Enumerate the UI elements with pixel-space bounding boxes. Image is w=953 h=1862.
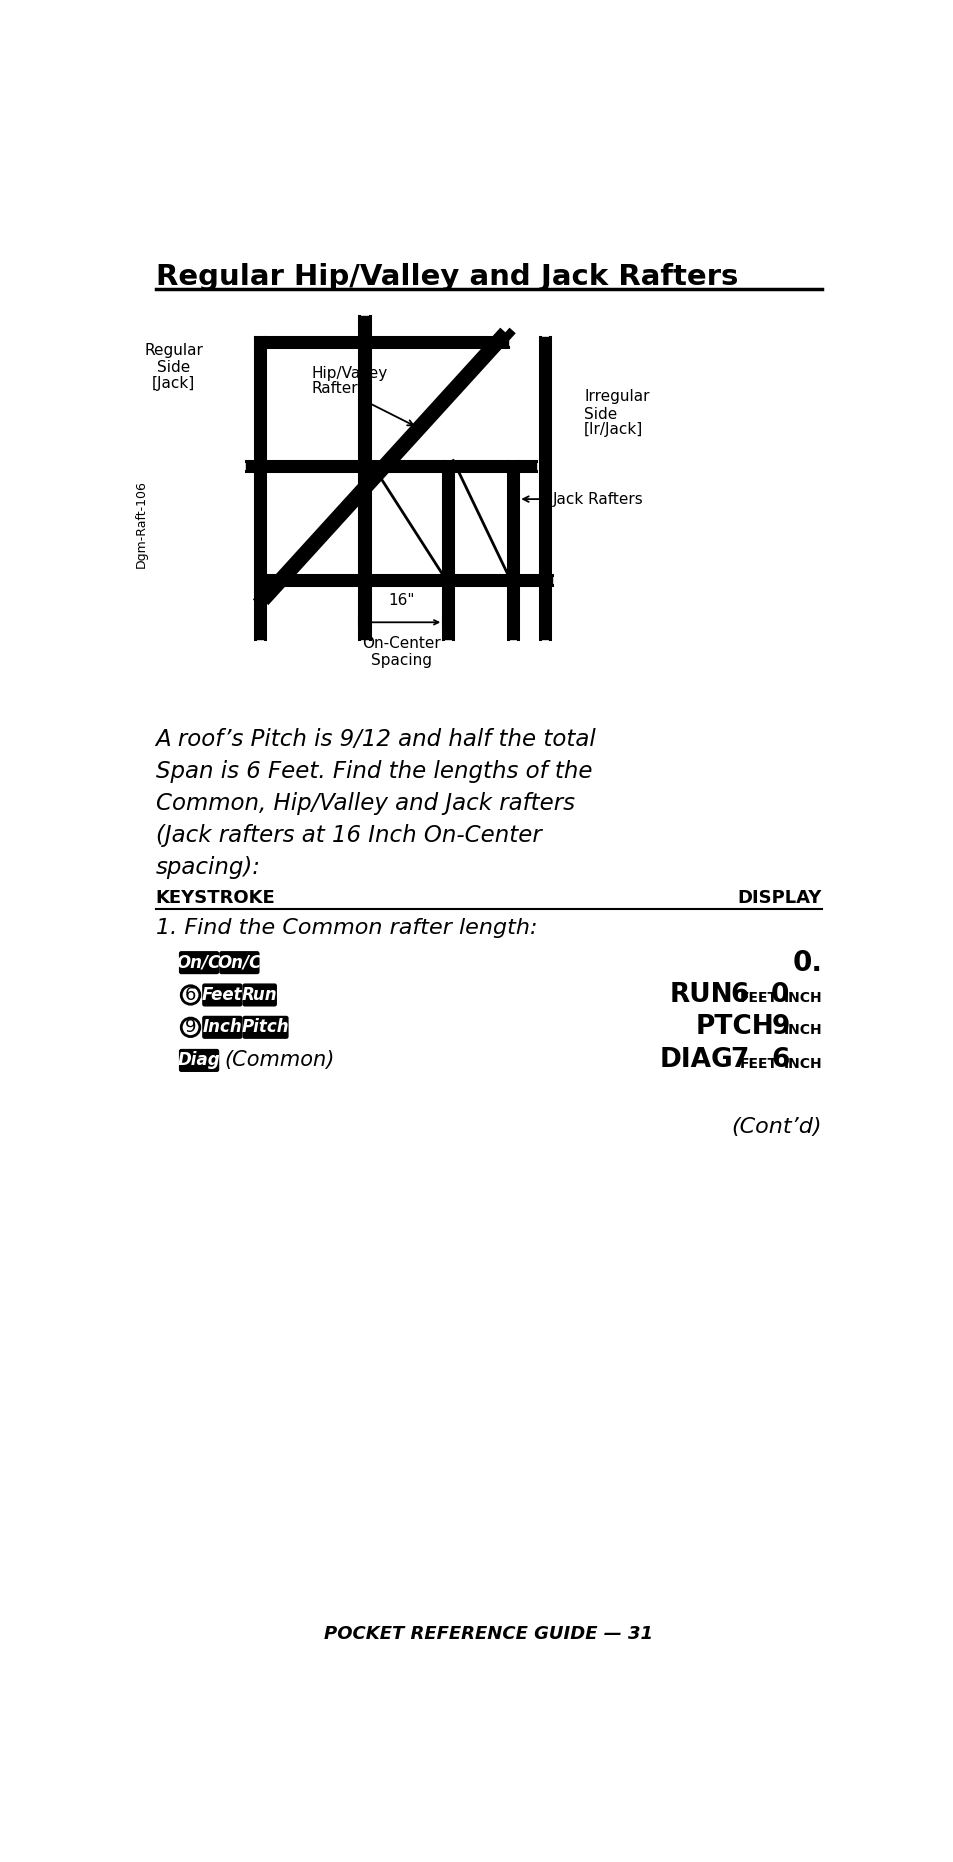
Text: INCH: INCH — [782, 1056, 821, 1071]
Text: 6: 6 — [729, 981, 748, 1007]
Text: On/C: On/C — [176, 953, 221, 972]
Text: POCKET REFERENCE GUIDE — 31: POCKET REFERENCE GUIDE — 31 — [324, 1626, 653, 1642]
Text: FEET: FEET — [740, 991, 778, 1005]
Text: 6: 6 — [185, 987, 196, 1004]
Text: (Cont’d): (Cont’d) — [731, 1117, 821, 1136]
Text: Spacing: Spacing — [371, 654, 432, 668]
Text: On-Center: On-Center — [361, 637, 440, 652]
Text: 0: 0 — [770, 981, 789, 1007]
Text: 6: 6 — [770, 1048, 789, 1073]
Text: On/C: On/C — [217, 953, 261, 972]
Text: Hip/Valley: Hip/Valley — [311, 367, 387, 382]
Text: Pitch: Pitch — [241, 1019, 289, 1037]
Text: Jack Rafters: Jack Rafters — [553, 492, 643, 506]
Text: Run: Run — [242, 987, 277, 1004]
Text: Feet: Feet — [202, 987, 242, 1004]
FancyBboxPatch shape — [202, 983, 242, 1007]
Text: KEYSTROKE: KEYSTROKE — [155, 890, 275, 907]
Text: 9: 9 — [770, 1015, 789, 1041]
Text: A roof’s Pitch is 9/12 and half the total
Span is 6 Feet. Find the lengths of th: A roof’s Pitch is 9/12 and half the tota… — [155, 728, 596, 879]
Text: 7: 7 — [729, 1048, 748, 1073]
Text: RUN: RUN — [669, 981, 732, 1007]
Text: (Common): (Common) — [224, 1050, 335, 1071]
Text: 0.: 0. — [791, 948, 821, 978]
Text: Rafter: Rafter — [311, 382, 357, 397]
Text: INCH: INCH — [782, 991, 821, 1005]
Text: Regular: Regular — [144, 343, 203, 358]
FancyBboxPatch shape — [179, 1048, 219, 1073]
Text: FEET: FEET — [740, 1056, 778, 1071]
Text: [Ir/Jack]: [Ir/Jack] — [583, 423, 643, 438]
FancyBboxPatch shape — [242, 1017, 289, 1039]
FancyBboxPatch shape — [179, 951, 219, 974]
Text: 16": 16" — [388, 594, 415, 609]
Text: Regular Hip/Valley and Jack Rafters: Regular Hip/Valley and Jack Rafters — [155, 264, 738, 292]
Text: 9: 9 — [185, 1019, 196, 1037]
Text: 1. Find the Common rafter length:: 1. Find the Common rafter length: — [155, 918, 537, 938]
FancyBboxPatch shape — [219, 951, 259, 974]
Text: INCH: INCH — [782, 1024, 821, 1037]
Text: [Jack]: [Jack] — [152, 376, 195, 391]
FancyBboxPatch shape — [242, 983, 276, 1007]
Text: Side: Side — [156, 361, 190, 376]
Text: PTCH: PTCH — [695, 1015, 773, 1041]
Text: Inch: Inch — [202, 1019, 242, 1037]
Text: DISPLAY: DISPLAY — [737, 890, 821, 907]
Text: DIAG: DIAG — [659, 1048, 732, 1073]
Text: Side: Side — [583, 406, 617, 421]
FancyBboxPatch shape — [202, 1017, 242, 1039]
Text: Diag: Diag — [177, 1052, 220, 1069]
Text: Dgm-Raft-106: Dgm-Raft-106 — [134, 480, 148, 568]
Text: Irregular: Irregular — [583, 389, 649, 404]
